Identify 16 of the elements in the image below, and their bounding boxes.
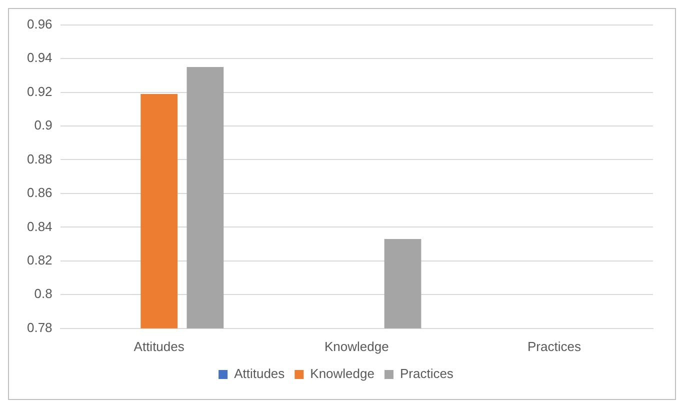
y-tick-label: 0.84: [26, 218, 52, 234]
legend-label: Attitudes: [234, 366, 286, 382]
y-tick-label: 0.86: [26, 185, 52, 200]
legend-label: Practices: [400, 366, 454, 382]
x-tick-label: Knowledge: [324, 338, 389, 354]
y-tick-label: 0.96: [26, 16, 52, 32]
x-tick-label: Practices: [527, 338, 582, 354]
y-tick-label: 0.9: [34, 118, 52, 133]
y-tick-label: 0.92: [26, 84, 52, 99]
y-tick-label: 0.88: [26, 151, 52, 166]
y-tick-label: 0.82: [26, 252, 52, 268]
y-tick-label: 0.94: [26, 50, 52, 66]
legend-label: Knowledge: [310, 366, 374, 382]
x-tick-label: Attitudes: [134, 338, 185, 354]
y-tick-label: 0.78: [26, 320, 52, 335]
y-tick-label: 0.8: [34, 286, 52, 302]
